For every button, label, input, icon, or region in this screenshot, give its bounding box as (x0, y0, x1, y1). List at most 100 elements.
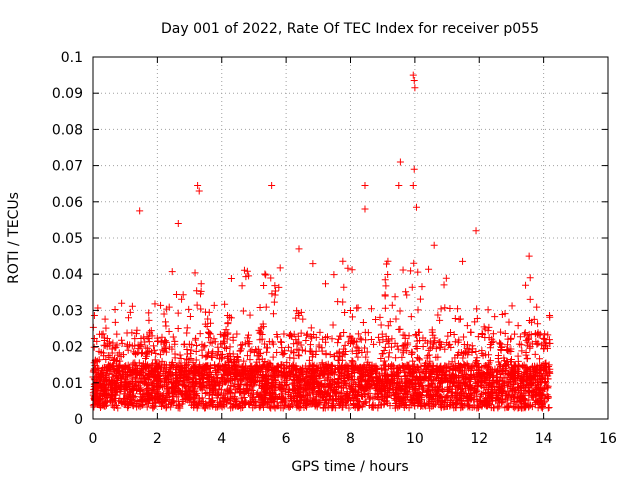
data-point (103, 397, 111, 405)
data-point (210, 335, 218, 343)
data-point (221, 332, 229, 340)
data-point (437, 305, 445, 313)
data-point (204, 315, 212, 323)
data-point (468, 383, 476, 391)
data-point (515, 340, 523, 348)
data-point (273, 333, 281, 341)
data-point (313, 403, 321, 411)
data-point (460, 333, 468, 341)
data-point (309, 350, 317, 358)
data-point (487, 371, 495, 379)
data-point (145, 338, 153, 346)
data-point (199, 375, 207, 383)
data-point (117, 398, 125, 406)
data-point (266, 403, 274, 411)
data-point (171, 337, 179, 345)
data-point (231, 376, 239, 384)
data-point (269, 394, 277, 402)
data-point (455, 336, 463, 344)
data-point (373, 364, 381, 372)
data-point (458, 389, 466, 397)
data-point (340, 345, 348, 353)
data-point (507, 334, 515, 342)
data-point (215, 366, 223, 374)
data-point (177, 354, 185, 362)
data-point (262, 271, 270, 279)
data-point (258, 401, 266, 409)
data-point (413, 332, 421, 340)
data-point (96, 330, 104, 338)
data-point (401, 340, 409, 348)
data-point (451, 314, 459, 322)
data-point (270, 396, 278, 404)
data-point (417, 402, 425, 410)
data-point (294, 351, 302, 359)
data-point (240, 266, 248, 274)
data-point (204, 363, 212, 371)
data-point (136, 387, 144, 395)
data-point (503, 346, 511, 354)
data-point (126, 341, 134, 349)
data-point (480, 374, 488, 382)
data-point (216, 398, 224, 406)
data-point (374, 389, 382, 397)
data-point (368, 367, 376, 375)
data-point (135, 359, 143, 367)
data-point (338, 362, 346, 370)
data-point (449, 371, 457, 379)
data-point (520, 330, 528, 338)
data-point (504, 335, 512, 343)
data-point (361, 398, 369, 406)
data-point (227, 382, 235, 390)
data-point (96, 374, 104, 382)
data-point (410, 368, 418, 376)
data-point (511, 330, 519, 338)
data-point (196, 330, 204, 338)
data-point (309, 387, 317, 395)
data-point (238, 363, 246, 371)
data-point (208, 349, 216, 357)
data-point (524, 335, 532, 343)
data-point (276, 392, 284, 400)
data-point (546, 312, 554, 320)
data-point (120, 351, 128, 359)
data-point (402, 372, 410, 380)
data-point (246, 356, 254, 364)
data-point (319, 362, 327, 370)
data-point (459, 257, 467, 265)
data-point (241, 400, 249, 408)
data-point (485, 383, 493, 391)
data-point (114, 351, 122, 359)
data-point (501, 330, 509, 338)
data-point (507, 396, 515, 404)
data-point (307, 341, 315, 349)
data-point (202, 353, 210, 361)
data-point (284, 343, 292, 351)
data-point (294, 389, 302, 397)
data-point (282, 372, 290, 380)
data-point (281, 402, 289, 410)
data-point (320, 401, 328, 409)
data-point (138, 369, 146, 377)
data-point (498, 377, 506, 385)
data-point (478, 349, 486, 357)
data-point (214, 390, 222, 398)
data-point (260, 394, 268, 402)
data-point (258, 331, 266, 339)
data-point (381, 343, 389, 351)
data-point (431, 337, 439, 345)
data-point (303, 331, 311, 339)
data-point (265, 338, 273, 346)
data-point (208, 400, 216, 408)
data-point (160, 310, 168, 318)
data-point (100, 363, 108, 371)
data-point (384, 271, 392, 279)
data-point (287, 347, 295, 355)
y-tick-label: 0.01 (52, 376, 83, 392)
data-point (492, 391, 500, 399)
data-point (496, 339, 504, 347)
data-point (341, 351, 349, 359)
data-point (242, 273, 250, 281)
data-point (246, 347, 254, 355)
data-point (200, 370, 208, 378)
